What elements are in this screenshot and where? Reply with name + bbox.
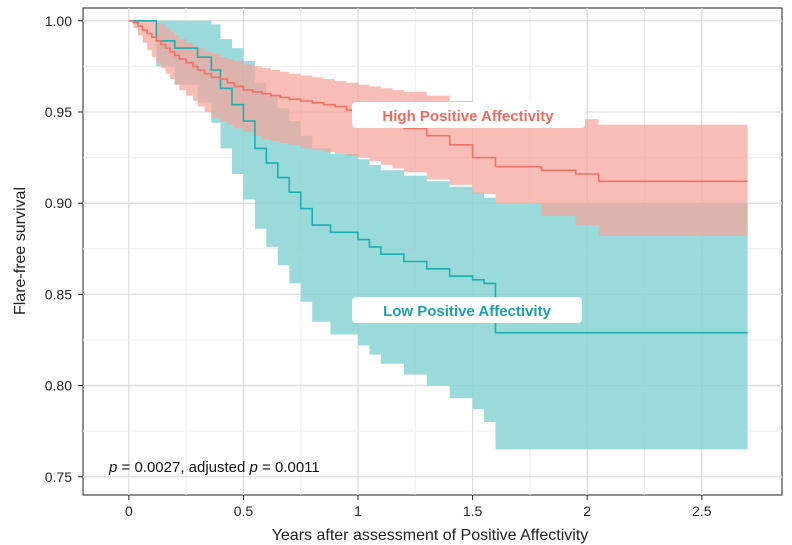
- p-value-adjusted-text: = 0.0011: [258, 459, 320, 476]
- p-value-annotation: p = 0.0027, adjusted p = 0.0011: [108, 459, 320, 476]
- high-positive-affectivity-label: High Positive Affectivity: [382, 108, 554, 125]
- x-axis-title: Years after assessment of Positive Affec…: [272, 527, 589, 544]
- x-tick-label: 2: [583, 503, 591, 519]
- axis-ticks: 0 0.5 1 1.5 2 2.5 0.75 0.80 0.85 0.90 0.95 1.00: [45, 13, 712, 519]
- survival-lines: [128, 20, 748, 334]
- high-positive-affectivity-survival-curve: [128, 20, 748, 183]
- p-value-text: = 0.0027, adjusted: [117, 459, 249, 476]
- x-tick-label: 0: [125, 503, 133, 519]
- high-positive-affectivity-confidence-band: [128, 20, 748, 236]
- y-tick-label: 0.90: [45, 195, 72, 211]
- low-positive-affectivity-survival-curve: [128, 20, 748, 334]
- p-symbol: p: [108, 459, 117, 476]
- x-tick-label: 0.5: [234, 503, 254, 519]
- confidence-bands: [128, 20, 748, 450]
- x-tick-label: 1.5: [463, 503, 483, 519]
- p-symbol-adjusted: p: [249, 459, 258, 476]
- low-label-box: [352, 297, 582, 323]
- high-label-box: [352, 102, 585, 128]
- y-tick-label: 0.85: [45, 286, 72, 302]
- x-tick-label: 2.5: [692, 503, 712, 519]
- y-tick-label: 1.00: [45, 13, 72, 29]
- y-tick-label: 0.95: [45, 104, 72, 120]
- y-axis-title: Flare-free survival: [12, 187, 29, 315]
- y-tick-label: 0.75: [45, 469, 72, 485]
- y-tick-label: 0.80: [45, 378, 72, 394]
- low-positive-affectivity-label: Low Positive Affectivity: [383, 303, 551, 320]
- x-tick-label: 1: [354, 503, 362, 519]
